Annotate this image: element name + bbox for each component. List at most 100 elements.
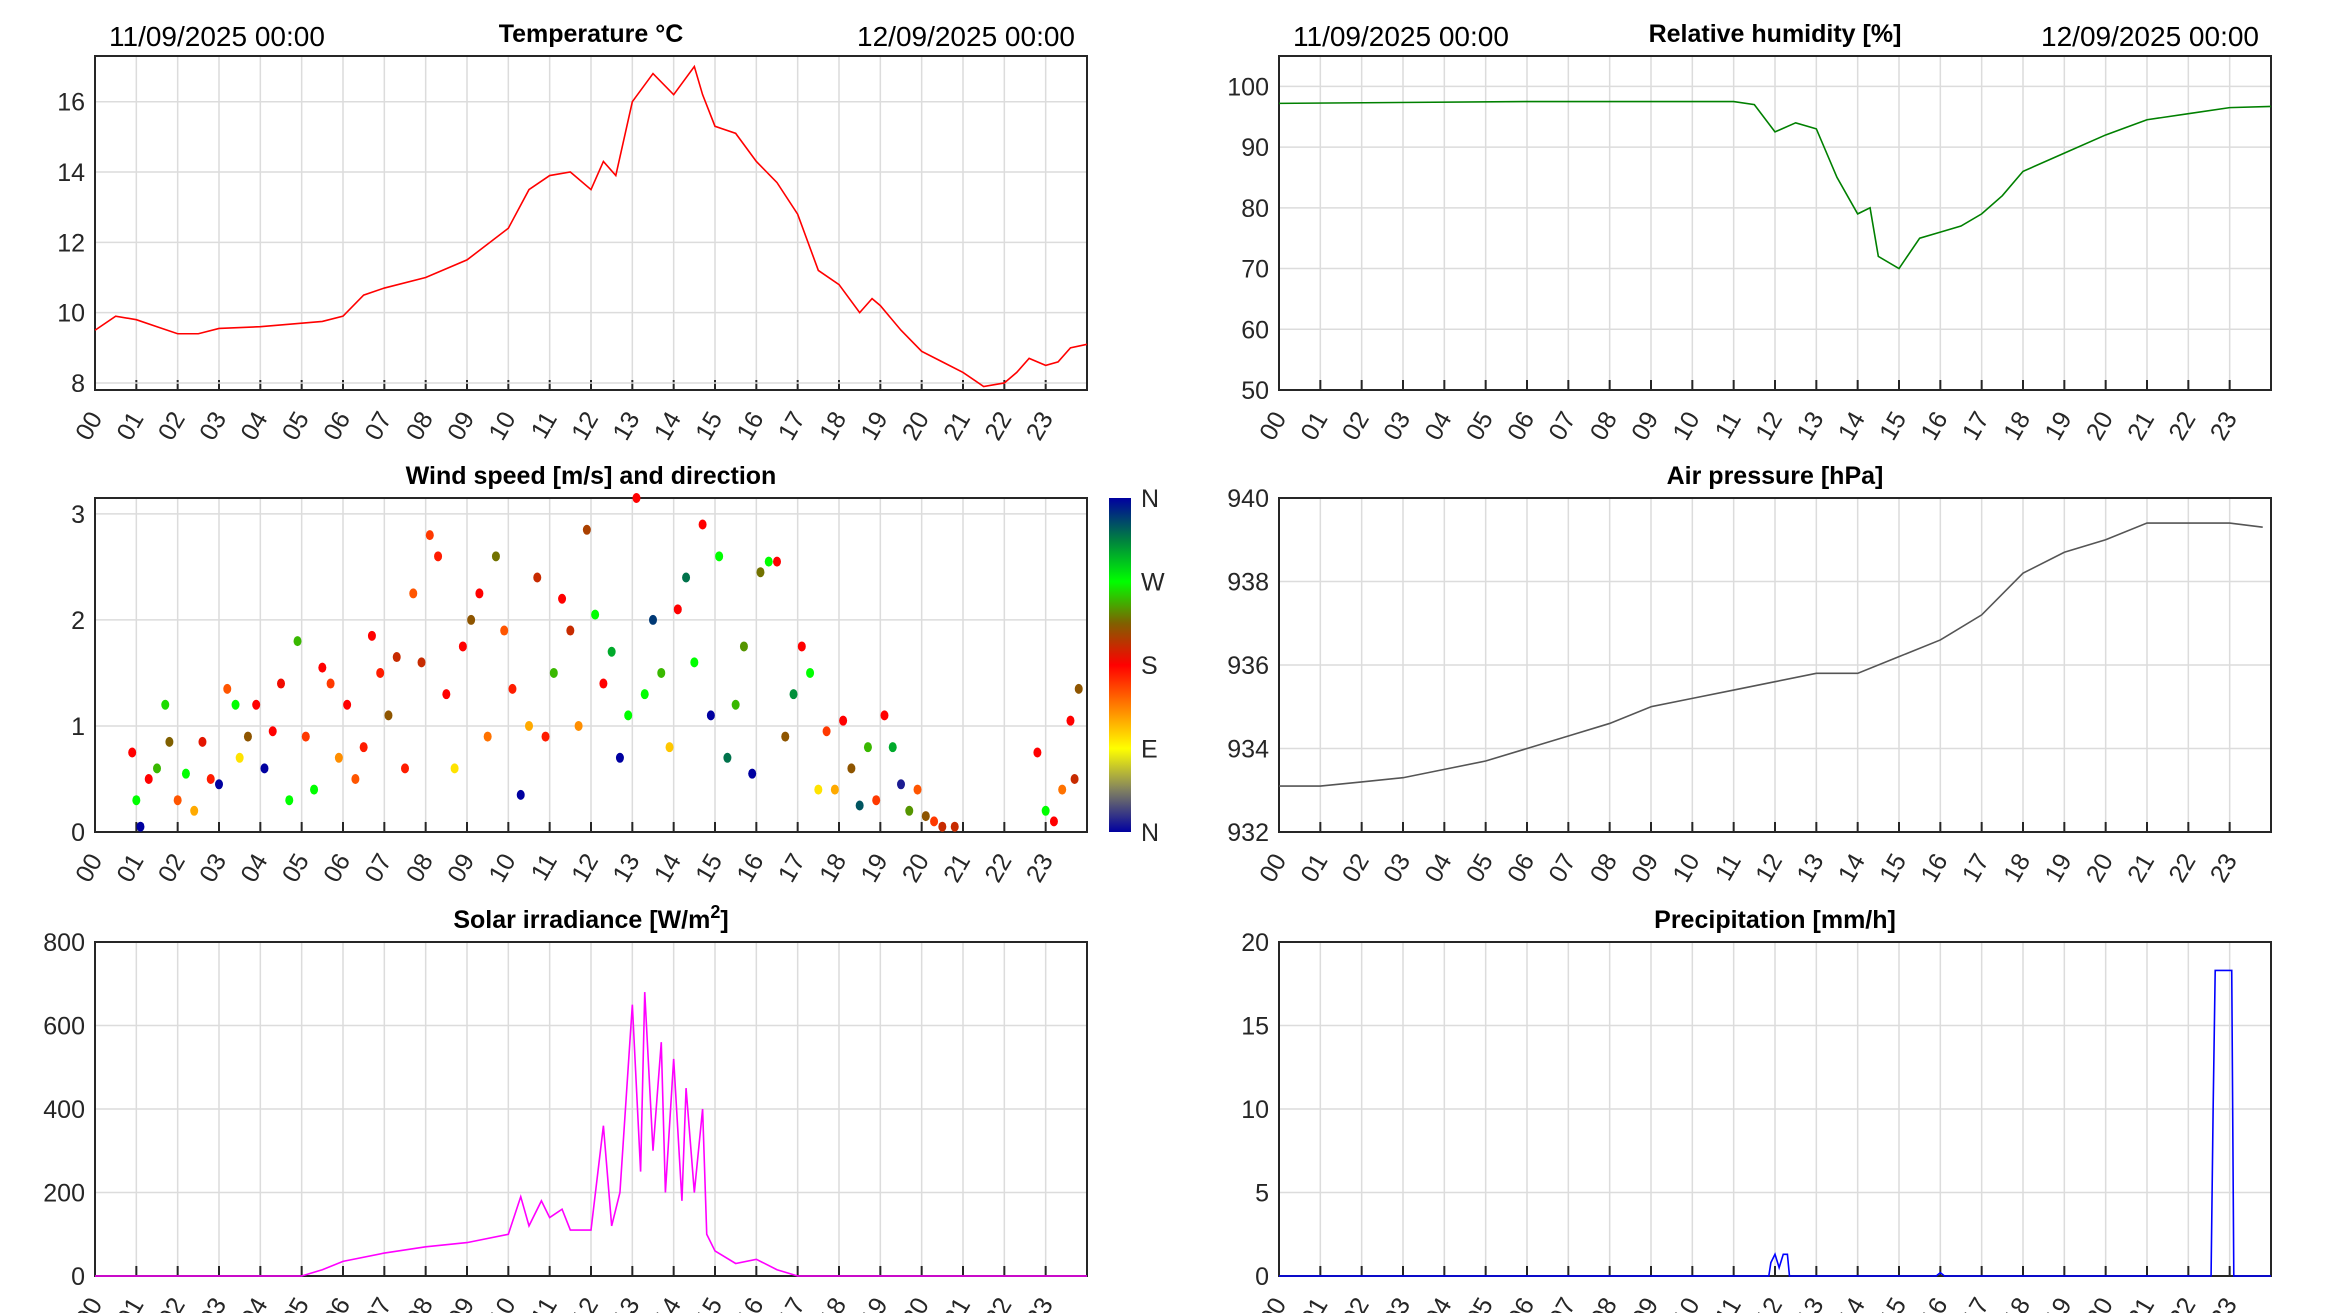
wind-data-point [950, 821, 959, 832]
date-start-label: 11/09/2025 00:00 [1293, 21, 1509, 52]
wind-data-point [260, 763, 269, 774]
x-tick-label: 13 [607, 1293, 645, 1313]
wind-data-point [930, 816, 939, 827]
x-tick-label: 10 [483, 849, 521, 887]
wind-data-point [797, 641, 806, 652]
panel-hum: 00 01 02 03 04 05 06 07 08 09 10 11 12 13 14 15 16 17 18 19… [1227, 20, 2272, 445]
colorbar-label: S [1141, 652, 1158, 680]
solar-series-line [95, 992, 1087, 1277]
x-tick-label: 19 [2039, 407, 2077, 445]
y-tick-label: 940 [1227, 485, 1269, 513]
x-tick-label: 09 [442, 849, 480, 887]
x-tick-label: 02 [153, 849, 191, 887]
x-tick-label: 09 [1626, 407, 1664, 445]
wind-data-point [417, 657, 426, 668]
y-tick-label: 90 [1241, 134, 1269, 162]
y-tick-label: 5 [1255, 1180, 1269, 1208]
x-tick-label: 08 [1585, 849, 1623, 887]
wind-data-point [814, 784, 823, 795]
wind-data-point [136, 821, 145, 832]
x-tick-label: 19 [855, 1293, 893, 1313]
panel-temp: 00 01 02 03 04 05 06 07 08 09 10 11 12 13 14 15 16 17 18 19… [57, 20, 1088, 445]
x-tick-label: 16 [1915, 1293, 1953, 1313]
wind-data-point [223, 683, 232, 694]
x-tick-label: 07 [1543, 407, 1581, 445]
plot-area-frame [1278, 941, 2272, 1277]
x-tick-label: 03 [1378, 407, 1416, 445]
x-tick-label: 14 [649, 1293, 687, 1313]
x-tick-label: 08 [401, 1293, 439, 1313]
y-tick-label: 2 [71, 607, 85, 635]
x-tick-label: 23 [1021, 407, 1059, 445]
wind-data-point [198, 736, 207, 747]
colorbar-label: E [1141, 736, 1158, 764]
x-tick-label: 00 [1254, 407, 1292, 445]
wind-data-point [235, 752, 244, 763]
y-tick-label: 934 [1227, 736, 1269, 764]
x-tick-label: 07 [1543, 849, 1581, 887]
chart-title: Relative humidity [%] [1649, 20, 1902, 48]
x-tick-label: 15 [690, 1293, 728, 1313]
direction-colorbar: N E S W N [1109, 485, 1165, 847]
wind-data-point [839, 715, 848, 726]
wind-data-point [1074, 683, 1083, 694]
x-tick-label: 09 [442, 407, 480, 445]
x-tick-label: 12 [1750, 1293, 1788, 1313]
wind-data-point [739, 641, 748, 652]
wind-data-point [607, 646, 616, 657]
x-tick-label: 06 [1502, 849, 1540, 887]
wind-data-point [483, 731, 492, 742]
wind-data-point [789, 689, 798, 700]
wind-data-point [268, 726, 277, 737]
x-tick-label: 05 [277, 1293, 315, 1313]
x-tick-label: 01 [1295, 1293, 1333, 1313]
x-tick-label: 12 [1750, 407, 1788, 445]
x-tick-label: 07 [359, 407, 397, 445]
x-tick-label: 02 [153, 1293, 191, 1313]
x-tick-label: 13 [607, 407, 645, 445]
x-tick-label: 09 [1626, 849, 1664, 887]
x-tick-label: 14 [1833, 1293, 1871, 1313]
x-tick-label: 05 [1461, 1293, 1499, 1313]
x-tick-label: 10 [1667, 407, 1705, 445]
wind-data-point [764, 556, 773, 567]
x-tick-label: 21 [938, 1293, 976, 1313]
y-tick-label: 1 [71, 713, 85, 741]
wind-data-point [326, 678, 335, 689]
x-tick-label: 15 [1874, 849, 1912, 887]
x-tick-label: 16 [731, 849, 769, 887]
wind-data-point [310, 784, 319, 795]
x-tick-label: 10 [1667, 849, 1705, 887]
x-tick-label: 02 [153, 407, 191, 445]
x-tick-label: 23 [2205, 1293, 2243, 1313]
x-tick-label: 18 [814, 1293, 852, 1313]
x-tick-label: 14 [1833, 849, 1871, 887]
chart-title: Temperature °C [499, 20, 684, 48]
x-tick-label: 01 [111, 849, 149, 887]
wind-data-point [181, 768, 190, 779]
wind-data-point [206, 773, 215, 784]
wind-data-point [723, 752, 732, 763]
wind-data-point [673, 604, 682, 615]
y-tick-label: 12 [57, 229, 85, 257]
plot-area-frame [94, 941, 1088, 1277]
wind-data-point [351, 773, 360, 784]
panel-solar: 00 01 02 03 04 05 06 07 08 09 10 11 12 13 14 15 16 17 18 19… [43, 902, 1088, 1313]
x-tick-label: 23 [1021, 1293, 1059, 1313]
x-tick-label: 02 [1337, 407, 1375, 445]
wind-data-point [475, 588, 484, 599]
wind-data-point [541, 731, 550, 742]
x-tick-label: 01 [111, 1293, 149, 1313]
wind-data-point [921, 811, 930, 822]
x-tick-label: 03 [194, 849, 232, 887]
wind-data-point [624, 710, 633, 721]
wind-data-point [715, 551, 724, 562]
colorbar-label: N [1141, 819, 1159, 847]
x-tick-label: 11 [526, 1293, 563, 1313]
y-tick-label: 600 [43, 1013, 85, 1041]
x-tick-label: 13 [1791, 407, 1829, 445]
wind-data-point [690, 657, 699, 668]
x-tick-label: 03 [194, 1293, 232, 1313]
x-tick-label: 05 [1461, 407, 1499, 445]
